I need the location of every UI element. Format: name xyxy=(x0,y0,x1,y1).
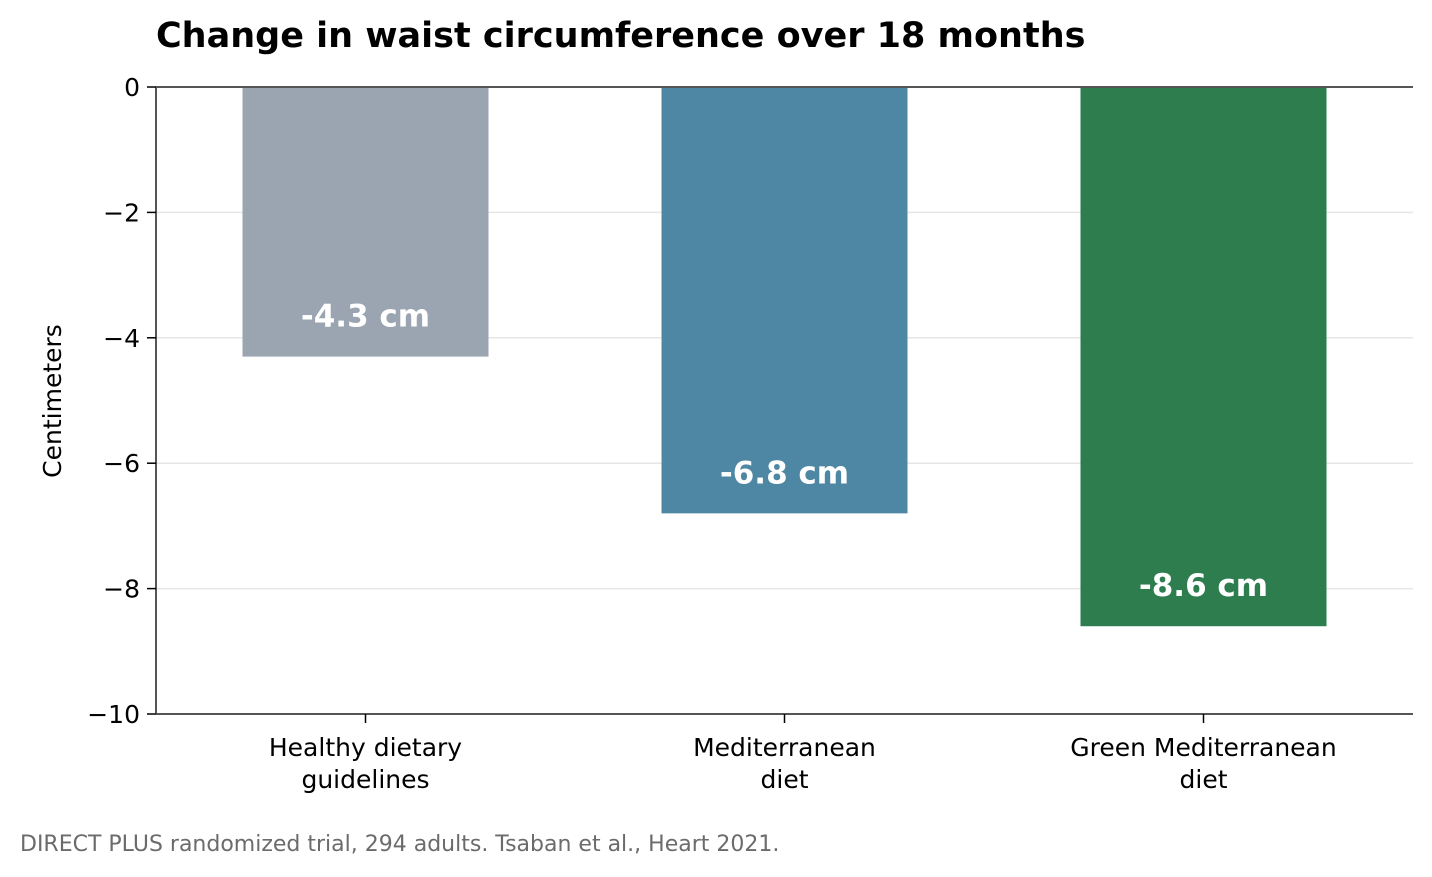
bar-data-label: -6.8 cm xyxy=(720,455,849,491)
y-tick-label: −8 xyxy=(103,575,140,604)
chart-title: Change in waist circumference over 18 mo… xyxy=(156,16,1085,56)
x-tick-label: Healthy dietary guidelines xyxy=(269,733,462,794)
x-tick-label: Green Mediterranean diet xyxy=(1070,733,1336,794)
source-note: DIRECT PLUS randomized trial, 294 adults… xyxy=(20,832,779,857)
y-tick-label: −4 xyxy=(103,324,140,353)
bar xyxy=(661,87,908,514)
y-axis-label: Centimeters xyxy=(38,324,67,478)
x-axis-ticks: Healthy dietary guidelines Mediterranean di… xyxy=(269,714,1337,794)
bar-data-label: -4.3 cm xyxy=(301,299,430,335)
y-tick-label: −6 xyxy=(103,449,140,478)
bars xyxy=(242,87,1327,627)
y-tick-label: −2 xyxy=(103,198,140,227)
y-tick-label: −10 xyxy=(87,700,140,729)
bar xyxy=(1080,87,1327,627)
x-tick-label: Mediterranean diet xyxy=(693,733,876,794)
y-axis-ticks: 0 −2 −4 −6 −8 −10 xyxy=(87,73,156,729)
bar xyxy=(242,87,489,357)
bar-data-labels: -4.3 cm -6.8 cm -8.6 cm xyxy=(301,299,1268,605)
y-tick-label: 0 xyxy=(124,73,140,102)
bar-data-label: -8.6 cm xyxy=(1139,568,1268,604)
